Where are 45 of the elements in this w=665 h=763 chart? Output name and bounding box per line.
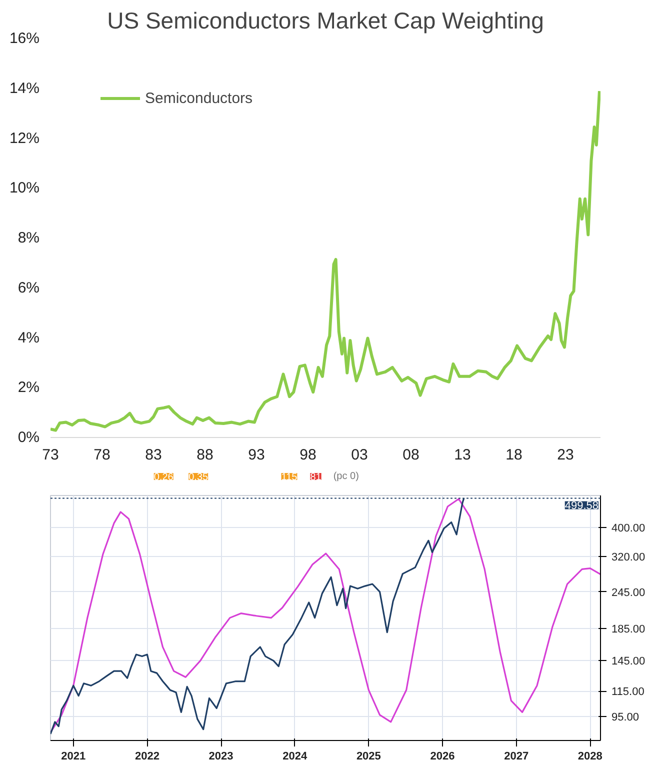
x-tick-label: 13	[454, 446, 471, 464]
x-tick-label: 03	[351, 446, 368, 464]
x-tick-label: 2022	[134, 750, 160, 762]
x-tick-label: 08	[402, 446, 420, 464]
x-tick-label: 73	[42, 446, 59, 464]
x-tick-label: 98	[300, 446, 316, 464]
y-tick-label: 245.00	[612, 586, 646, 599]
x-tick-label: 2027	[504, 750, 529, 762]
y-tick-label: 12%	[9, 130, 40, 147]
y-tick-label: 16%	[9, 30, 40, 47]
y-tick-label: 14%	[9, 80, 40, 97]
x-tick-label: 93	[248, 446, 265, 464]
x-tick-label: 2025	[356, 750, 381, 762]
y-tick-label: 185.00	[612, 624, 646, 636]
y-tick-label: 8%	[18, 230, 40, 246]
x-tick-label: 2026	[430, 750, 455, 762]
y-tick-label: 95.00	[612, 711, 640, 724]
x-tick-label: 2021	[61, 750, 86, 762]
x-tick-label: 2023	[208, 750, 234, 762]
y-tick-label: 115.00	[612, 686, 644, 698]
x-tick-label: 18	[506, 446, 522, 464]
x-tick-label: 88	[196, 446, 214, 464]
text: (pc 0)	[333, 471, 359, 482]
ref-line-label: 499.58	[564, 500, 599, 512]
y-tick-label: 2%	[18, 379, 40, 396]
legend-label: Semiconductors	[145, 90, 253, 106]
y-tick-label: 400.00	[612, 522, 646, 534]
x-tick-label: 83	[145, 446, 162, 464]
y-tick-label: 0%	[18, 429, 40, 446]
y-tick-label: 10%	[9, 180, 40, 197]
text: 81	[310, 472, 322, 483]
line-series	[50, 90, 600, 432]
line-series	[50, 498, 600, 734]
text: 115	[281, 472, 298, 483]
x-tick-label: 2028	[578, 750, 602, 762]
text: 0.35	[188, 472, 209, 483]
x-tick-label: 2024	[282, 750, 308, 762]
y-tick-label: 4%	[18, 329, 40, 346]
x-tick-label: 23	[557, 446, 574, 464]
text: 0.26	[154, 472, 174, 483]
y-tick-label: 6%	[18, 279, 40, 296]
x-tick-label: 78	[94, 446, 110, 464]
y-tick-label: 320.00	[612, 552, 646, 564]
y-tick-label: 145.00	[612, 656, 646, 668]
chart-title: US Semiconductors Market Cap Weighting	[107, 8, 544, 34]
